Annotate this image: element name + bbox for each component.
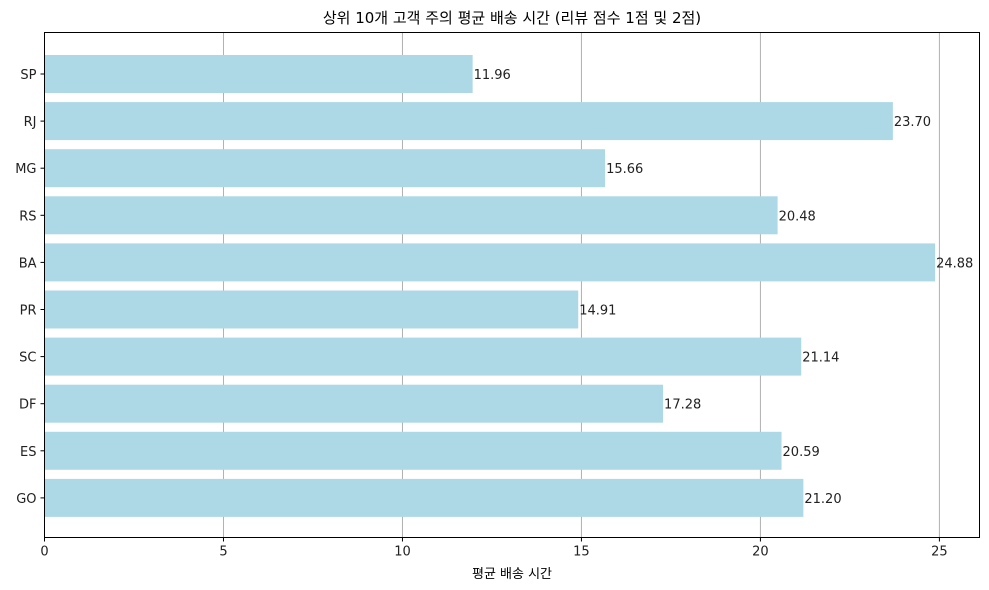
y-tick-label-GO: GO [16, 492, 36, 507]
y-tick-label-DF: DF [19, 398, 37, 413]
data-labels: 11.96 23.70 15.66 20.48 24.88 14.91 21.14 17.28… [474, 68, 974, 507]
bars [44, 55, 936, 517]
data-label-RS: 20.48 [779, 209, 816, 224]
data-label-PR: 14.91 [579, 304, 616, 319]
x-axis-ticks: 0 5 10 15 20 25 [40, 537, 948, 560]
data-label-SP: 11.96 [474, 68, 511, 83]
chart-title: 상위 10개 고객 주의 평균 배송 시간 (리뷰 점수 1점 및 2점) [323, 9, 701, 27]
y-tick-label-BA: BA [19, 256, 37, 271]
x-tick-label: 10 [394, 545, 411, 560]
y-tick-label-SP: SP [20, 68, 36, 83]
x-axis-label: 평균 배송 시간 [472, 567, 552, 582]
x-tick-label: 20 [752, 545, 769, 560]
data-label-DF: 17.28 [664, 398, 701, 413]
bar-MG [44, 149, 606, 188]
bar-DF [44, 384, 664, 423]
bar-SC [44, 337, 802, 376]
plot-frame [44, 32, 980, 538]
y-tick-label-PR: PR [20, 304, 37, 319]
x-tick-label: 0 [40, 545, 48, 560]
data-label-ES: 20.59 [783, 445, 820, 460]
bar-SP [44, 55, 473, 93]
data-label-MG: 15.66 [606, 162, 643, 177]
y-tick-label-MG: MG [15, 162, 36, 177]
data-label-RJ: 23.70 [894, 115, 931, 130]
bar-BA [44, 243, 936, 282]
x-tick-label: 5 [219, 545, 227, 560]
x-tick-label: 15 [573, 545, 590, 560]
data-label-BA: 24.88 [936, 256, 973, 271]
bar-PR [44, 290, 579, 329]
bar-ES [44, 431, 782, 470]
y-tick-label-RS: RS [19, 209, 36, 224]
data-label-SC: 21.14 [802, 351, 839, 366]
y-tick-label-RJ: RJ [24, 115, 37, 130]
x-tick-label: 25 [931, 545, 948, 560]
y-tick-label-ES: ES [20, 445, 36, 460]
bar-RJ [44, 102, 893, 141]
data-label-GO: 21.20 [804, 492, 841, 507]
bar-RS [44, 196, 778, 235]
y-axis-ticks: SP RJ MG RS BA PR SC DF ES GO [15, 68, 45, 507]
bar-GO [44, 478, 804, 517]
y-tick-label-SC: SC [19, 351, 36, 366]
